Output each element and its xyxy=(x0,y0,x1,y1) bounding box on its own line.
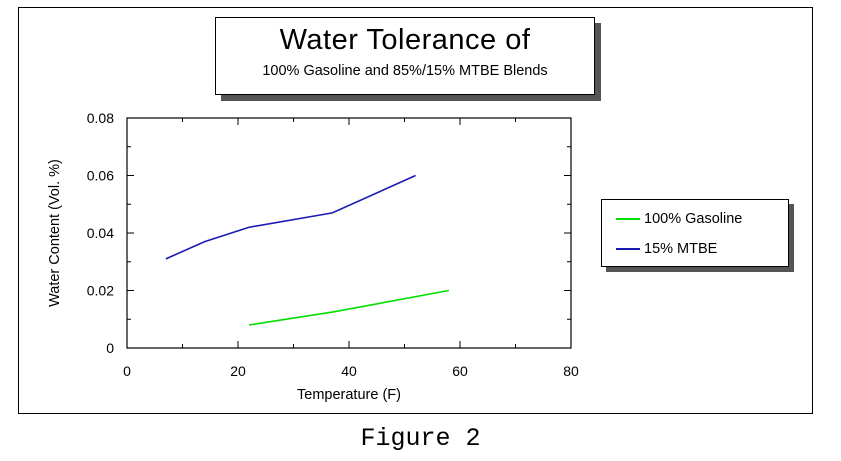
y-axis-label: Water Content (Vol. %) xyxy=(47,159,63,307)
legend: 100% Gasoline 15% MTBE xyxy=(601,199,789,267)
legend-label-gasoline: 100% Gasoline xyxy=(644,211,743,227)
x-tick-label: 0 xyxy=(123,363,131,379)
plot-area xyxy=(126,117,572,349)
legend-item-mtbe: 15% MTBE xyxy=(616,239,717,259)
x-tick-label: 80 xyxy=(563,363,579,379)
legend-swatch-gasoline xyxy=(616,218,640,220)
x-axis-label: Temperature (F) xyxy=(297,387,401,403)
title-box: Water Tolerance of 100% Gasoline and 85%… xyxy=(215,17,595,95)
x-tick-label: 40 xyxy=(341,363,357,379)
y-tick-label: 0.08 xyxy=(87,110,114,126)
y-tick-label: 0.06 xyxy=(87,168,114,184)
series-line-0 xyxy=(248,289,450,326)
x-tick-label: 60 xyxy=(452,363,468,379)
y-tick-label: 0.02 xyxy=(87,283,114,299)
chart-subtitle: 100% Gasoline and 85%/15% MTBE Blends xyxy=(262,63,548,79)
y-tick-label: 0.04 xyxy=(87,225,114,241)
series-line-1 xyxy=(165,174,416,260)
chart-title: Water Tolerance of xyxy=(279,24,531,56)
legend-swatch-mtbe xyxy=(616,248,640,250)
legend-label-mtbe: 15% MTBE xyxy=(644,241,718,257)
legend-item-gasoline: 100% Gasoline xyxy=(616,209,742,229)
x-tick-label: 20 xyxy=(230,363,246,379)
y-tick-label: 0 xyxy=(106,340,114,356)
figure-caption: Figure 2 xyxy=(360,424,481,453)
